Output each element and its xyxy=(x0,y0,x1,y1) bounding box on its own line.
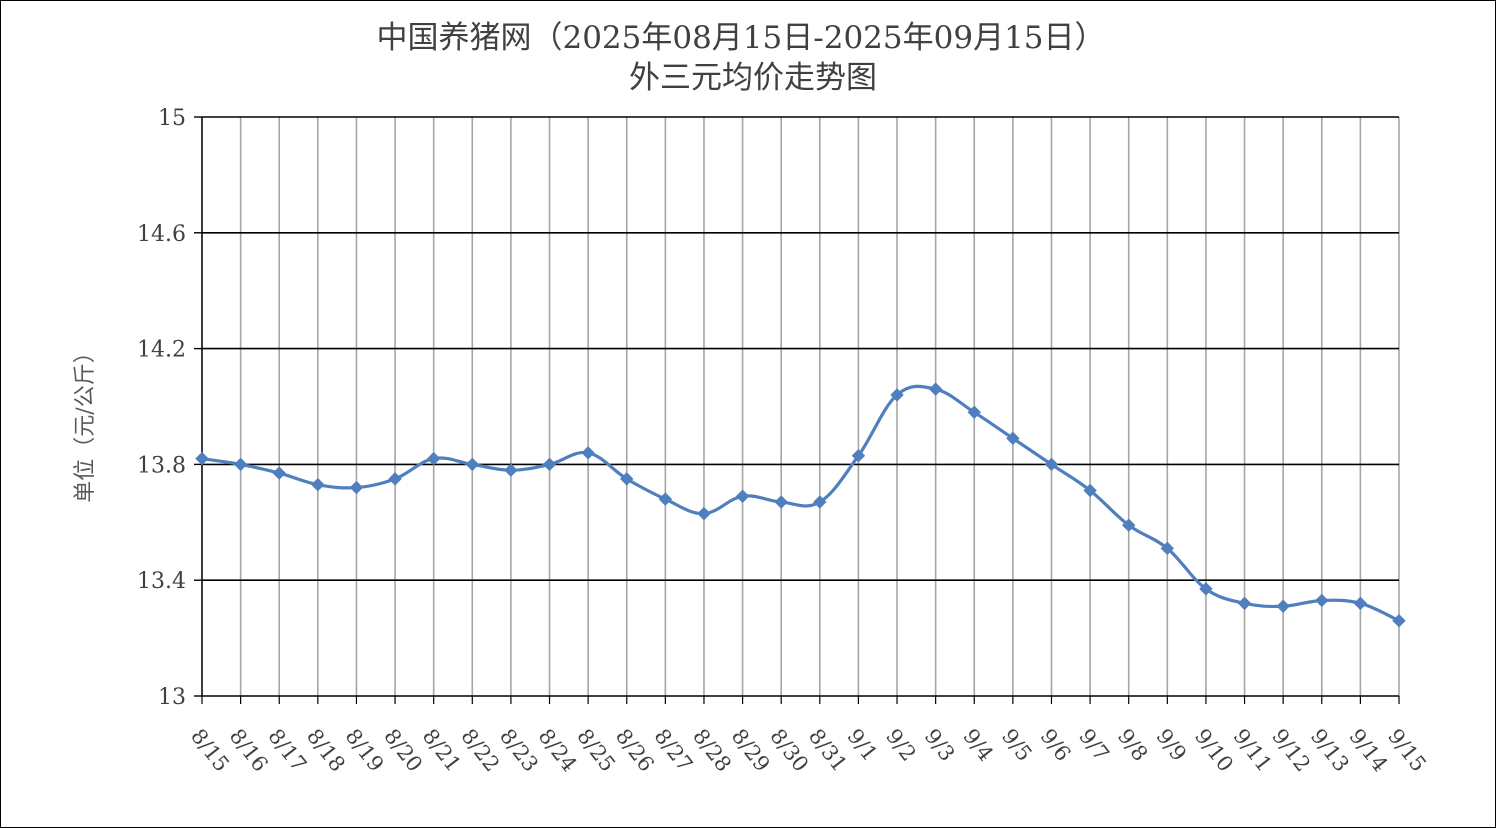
data-point-marker xyxy=(967,405,981,419)
x-tick-label: 9/7 xyxy=(1074,724,1114,765)
vertical-gridlines xyxy=(201,117,1400,696)
x-tick-label: 8/24 xyxy=(534,724,582,776)
y-tick-labels: 15 14.6 14.2 13.8 13.4 13 xyxy=(137,106,186,710)
x-tick-label: 8/23 xyxy=(495,724,543,776)
y-tick-label: 13.4 xyxy=(137,569,186,594)
data-point-marker xyxy=(735,489,750,503)
horizontal-gridlines xyxy=(194,116,1400,704)
data-point-marker xyxy=(697,506,711,521)
x-tick-label: 8/15 xyxy=(186,724,234,776)
x-tick-label: 9/13 xyxy=(1306,724,1354,776)
data-point-marker xyxy=(1276,599,1290,613)
x-tick-label: 9/8 xyxy=(1113,724,1153,765)
data-point-marker xyxy=(581,446,595,460)
data-point-marker xyxy=(504,463,518,477)
data-point-marker xyxy=(388,472,402,486)
data-point-marker xyxy=(1122,518,1136,532)
x-tick-label: 8/22 xyxy=(456,724,504,776)
data-point-marker xyxy=(890,388,904,402)
chart-title-line2: 外三元均价走势图 xyxy=(629,60,877,96)
x-tick-label: 8/28 xyxy=(688,724,736,776)
x-tick-label: 8/27 xyxy=(649,724,697,776)
data-point-marker xyxy=(311,477,325,492)
x-tick-label: 8/26 xyxy=(611,724,659,776)
y-tick-label: 13 xyxy=(158,685,186,710)
x-tick-label: 9/10 xyxy=(1190,724,1238,776)
x-tick-label: 8/29 xyxy=(727,724,775,776)
x-tick-label: 9/9 xyxy=(1151,724,1191,765)
data-point-marker xyxy=(195,451,209,466)
y-tick-label: 14.6 xyxy=(137,222,186,247)
data-point-marker xyxy=(774,495,788,509)
x-tick-label: 8/25 xyxy=(572,724,620,776)
data-point-marker xyxy=(465,457,479,472)
x-tick-label: 8/30 xyxy=(765,724,813,776)
data-point-marker xyxy=(1199,582,1213,596)
x-tick-label: 8/31 xyxy=(804,724,852,776)
data-point-marker xyxy=(272,466,286,480)
data-point-marker xyxy=(851,449,866,463)
x-tick-label: 8/20 xyxy=(379,724,427,776)
series-line xyxy=(201,384,1400,623)
x-tick-label: 8/21 xyxy=(418,724,466,776)
x-tick-label: 9/11 xyxy=(1229,724,1277,776)
x-tick-label: 9/6 xyxy=(1036,724,1076,765)
x-tick-label: 9/12 xyxy=(1267,724,1315,776)
data-point-marker xyxy=(1083,483,1097,498)
x-tick-label: 9/4 xyxy=(958,724,998,765)
data-point-marker xyxy=(1315,593,1329,608)
data-point-marker xyxy=(658,492,673,506)
y-tick-label: 15 xyxy=(158,106,186,131)
x-tick-label: 9/2 xyxy=(881,724,921,765)
data-point-marker xyxy=(233,457,248,472)
x-tick-label: 9/5 xyxy=(997,724,1037,765)
y-tick-label: 14.2 xyxy=(137,338,186,363)
data-point-marker xyxy=(620,472,634,486)
chart-title-line1: 中国养猪网（2025年08月15日-2025年09月15日） xyxy=(376,20,1105,56)
data-point-marker xyxy=(542,457,557,472)
x-tick-label: 9/14 xyxy=(1344,724,1392,776)
data-point-marker xyxy=(813,495,827,509)
data-point-marker xyxy=(928,382,943,396)
x-tick-labels: 8/158/168/178/188/198/208/218/228/238/24… xyxy=(186,724,1431,776)
x-tick-label: 8/17 xyxy=(263,724,311,776)
data-point-marker xyxy=(1353,596,1368,611)
data-point-marker xyxy=(426,451,441,466)
x-tick-label: 8/19 xyxy=(341,724,389,776)
y-tick-label: 13.8 xyxy=(137,453,186,478)
x-tick-label: 8/16 xyxy=(225,724,273,776)
x-tick-label: 9/15 xyxy=(1383,724,1431,776)
data-point-marker xyxy=(1392,614,1406,628)
y-axis-label: 单位（元/公斤） xyxy=(73,341,98,502)
x-tick-label: 8/18 xyxy=(302,724,350,776)
data-point-marker xyxy=(1160,541,1175,556)
series-group xyxy=(195,382,1406,628)
data-point-marker xyxy=(349,480,364,495)
x-tick-label: 9/3 xyxy=(920,724,960,765)
data-point-marker xyxy=(1006,431,1020,446)
data-point-marker xyxy=(1044,457,1059,472)
data-point-marker xyxy=(1237,596,1252,611)
